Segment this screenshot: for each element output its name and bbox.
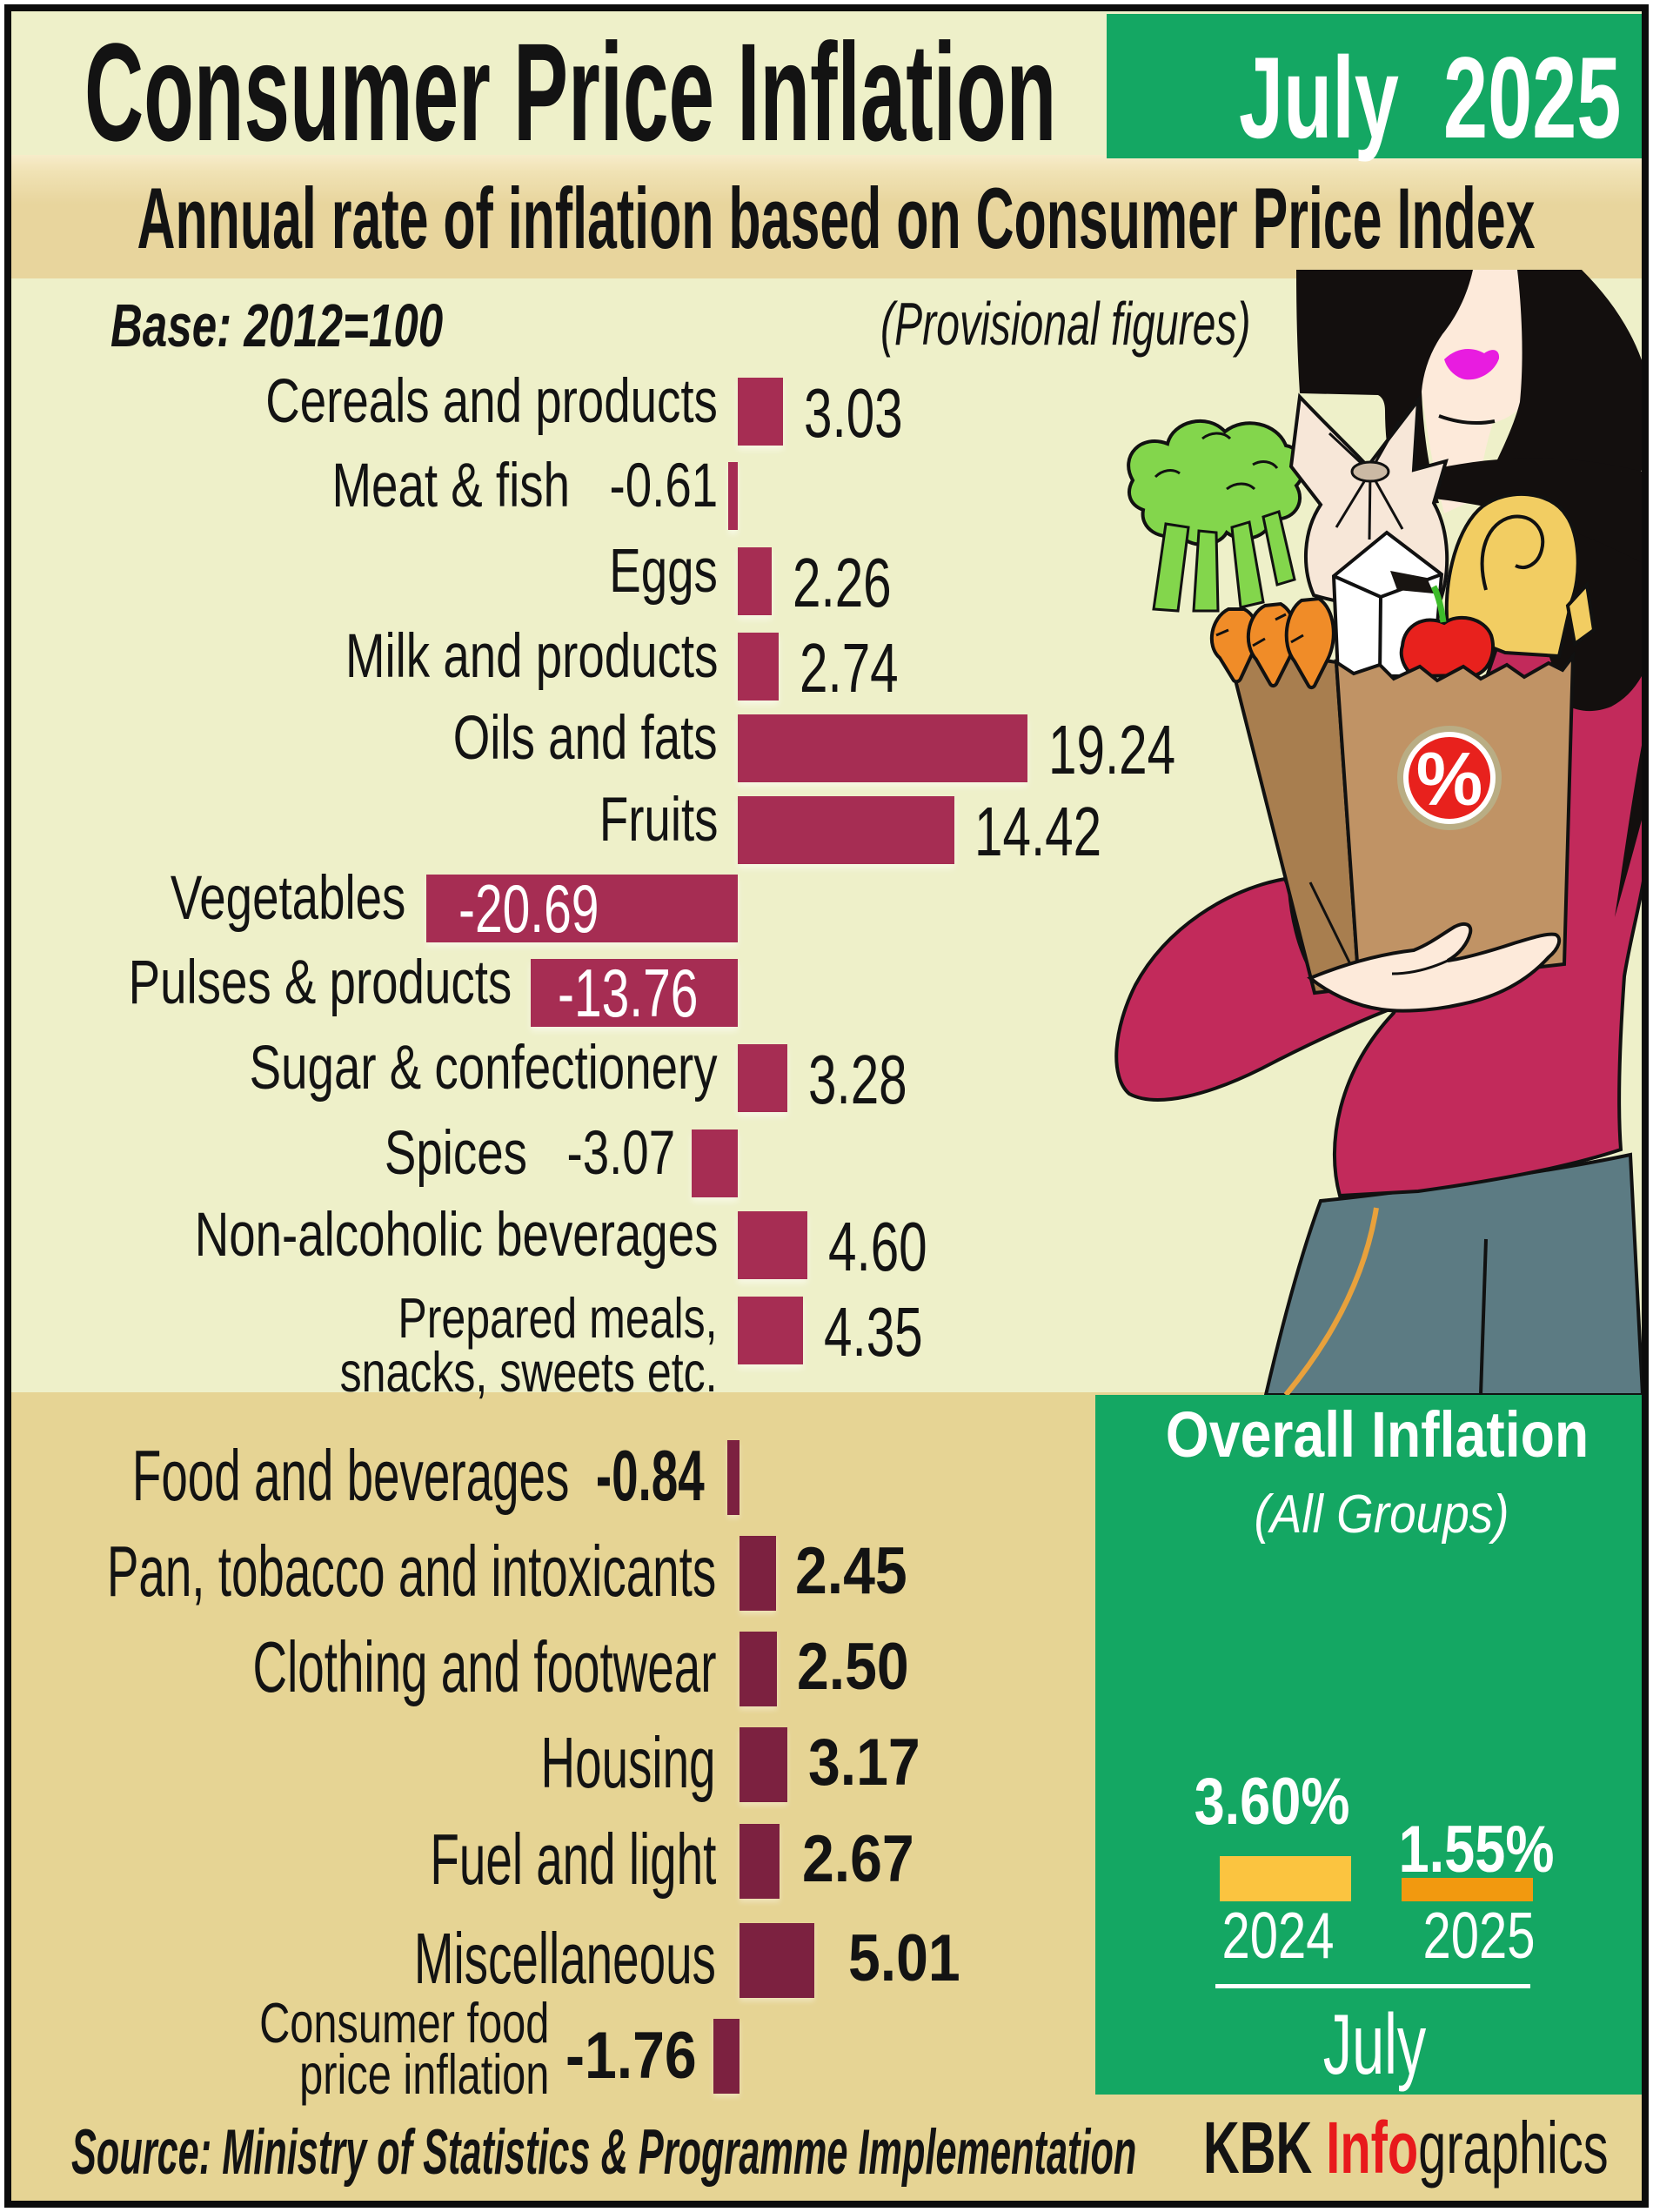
svg-text:%: %	[1416, 738, 1482, 821]
